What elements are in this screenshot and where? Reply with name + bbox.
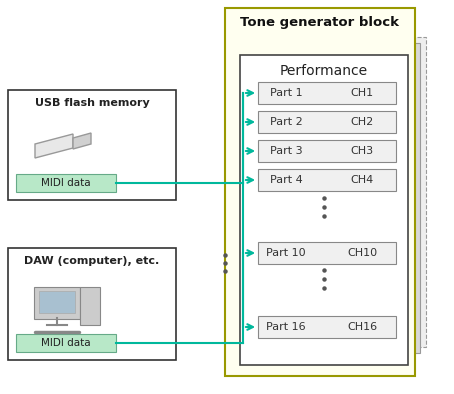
- Text: Part 10: Part 10: [266, 248, 306, 258]
- Text: Part 1: Part 1: [270, 88, 302, 98]
- FancyBboxPatch shape: [240, 55, 408, 365]
- Text: CH2: CH2: [350, 117, 374, 127]
- Text: CH16: CH16: [347, 322, 377, 332]
- FancyBboxPatch shape: [252, 43, 420, 353]
- FancyBboxPatch shape: [258, 37, 426, 347]
- Text: MIDI data: MIDI data: [41, 178, 91, 188]
- FancyBboxPatch shape: [258, 242, 396, 264]
- FancyBboxPatch shape: [8, 248, 176, 360]
- FancyBboxPatch shape: [8, 90, 176, 200]
- Text: CH4: CH4: [350, 175, 374, 185]
- FancyBboxPatch shape: [80, 287, 100, 325]
- FancyBboxPatch shape: [225, 8, 415, 376]
- Text: MIDI data: MIDI data: [41, 338, 91, 348]
- Text: Part 2: Part 2: [270, 117, 302, 127]
- Text: Part 4: Part 4: [270, 175, 302, 185]
- FancyBboxPatch shape: [246, 49, 414, 359]
- Polygon shape: [35, 134, 73, 158]
- FancyBboxPatch shape: [258, 111, 396, 133]
- Text: Part 16: Part 16: [266, 322, 306, 332]
- FancyBboxPatch shape: [258, 316, 396, 338]
- Text: DAW (computer), etc.: DAW (computer), etc.: [25, 256, 160, 266]
- Text: CH1: CH1: [350, 88, 374, 98]
- Text: Performance: Performance: [280, 64, 368, 78]
- Text: CH3: CH3: [350, 146, 374, 156]
- FancyBboxPatch shape: [258, 169, 396, 191]
- FancyBboxPatch shape: [258, 82, 396, 104]
- FancyBboxPatch shape: [258, 140, 396, 162]
- Text: Tone generator block: Tone generator block: [241, 15, 400, 28]
- FancyBboxPatch shape: [34, 287, 80, 319]
- Text: CH10: CH10: [347, 248, 377, 258]
- FancyBboxPatch shape: [39, 291, 75, 313]
- Text: USB flash memory: USB flash memory: [35, 98, 149, 108]
- Polygon shape: [73, 133, 91, 149]
- FancyBboxPatch shape: [16, 334, 116, 352]
- FancyBboxPatch shape: [16, 174, 116, 192]
- Text: Part 3: Part 3: [270, 146, 302, 156]
